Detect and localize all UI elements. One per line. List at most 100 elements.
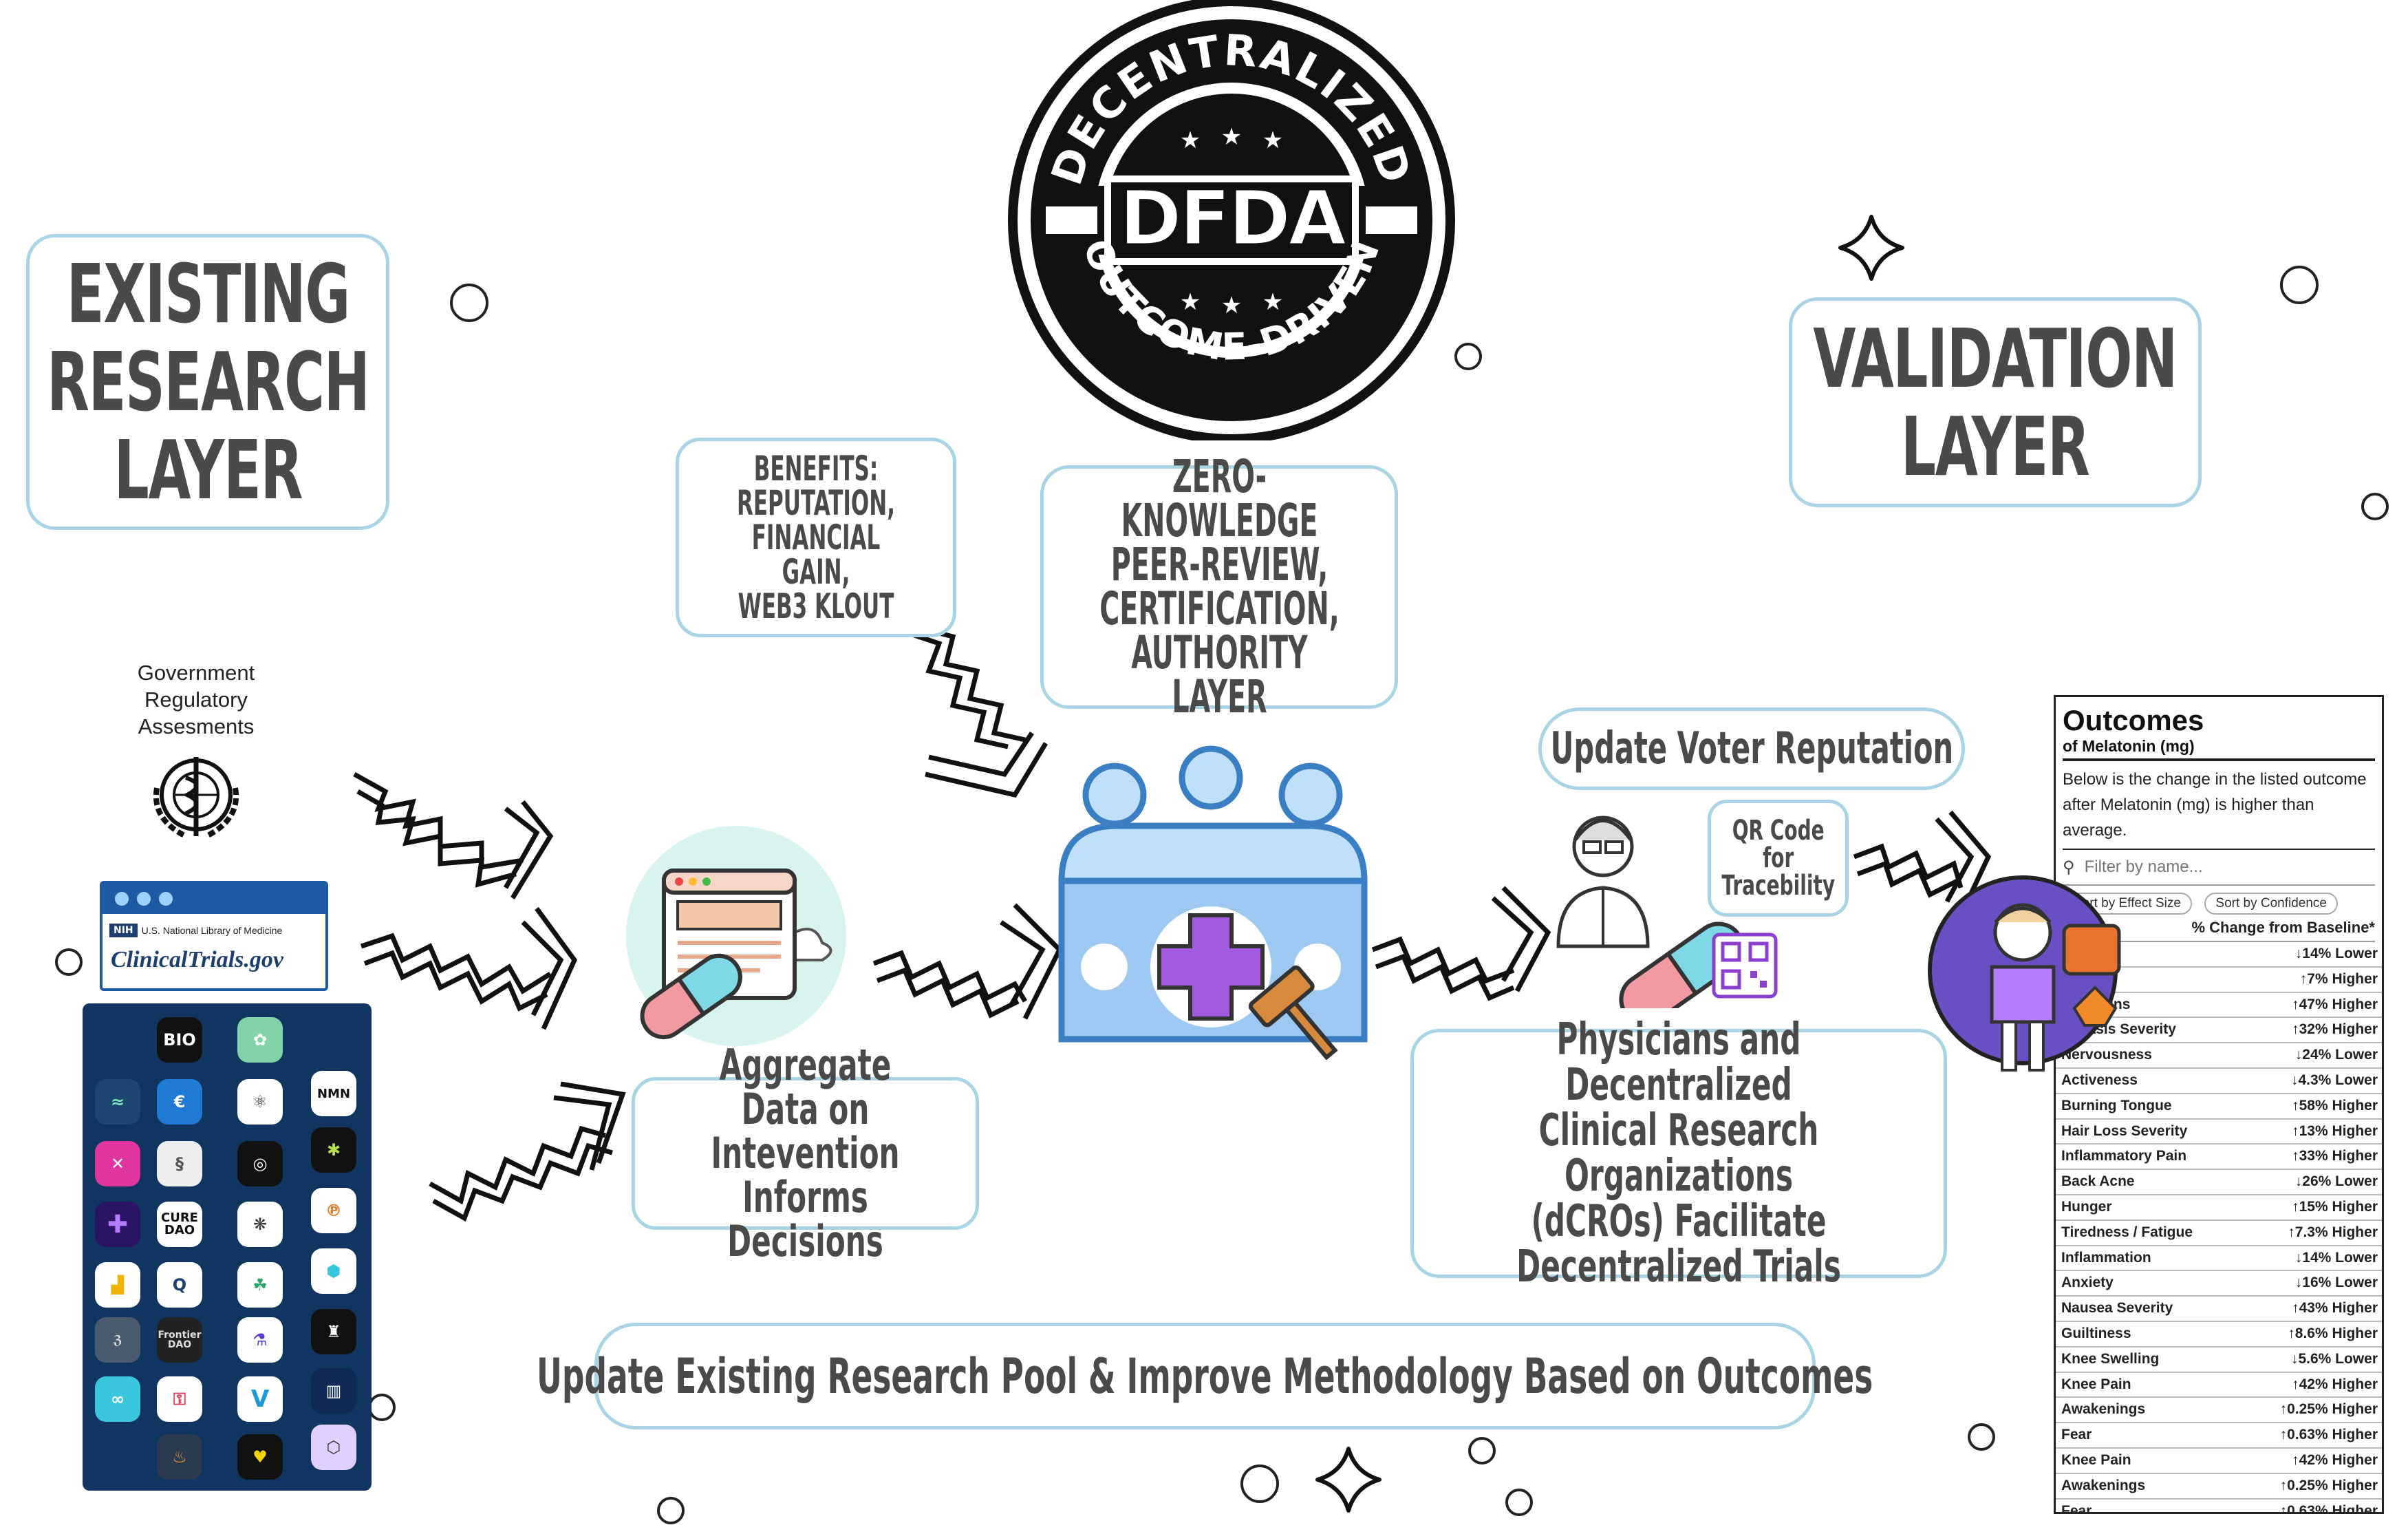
outcomes-panel: Outcomes of Melatonin (mg) Below is the … bbox=[2054, 695, 2384, 1514]
patient-avatar bbox=[1926, 871, 2147, 1077]
ring-decoration bbox=[2361, 493, 2389, 520]
app-heart-icon[interactable]: ♥ bbox=[237, 1434, 283, 1480]
outcome-value: ↑8.6% Higher bbox=[2288, 1325, 2378, 1341]
app-hhs-icon[interactable]: ▥ bbox=[311, 1368, 356, 1414]
apps-panel: BIO ✿ NMN ≈ € ⚛ ✕ § ◎ ✱ ✚ CURE DAO ❋ ℗ ▟… bbox=[83, 1003, 372, 1491]
app-p-icon[interactable]: ℗ bbox=[311, 1188, 356, 1233]
table-row: Activeness ↓4.3% Lower bbox=[2056, 1069, 2382, 1094]
table-row: Nausea Severity ↑43% Higher bbox=[2056, 1297, 2382, 1322]
app-flower-icon[interactable]: ✿ bbox=[237, 1017, 283, 1063]
ring-decoration bbox=[1454, 343, 1482, 370]
filter-input[interactable] bbox=[2083, 857, 2347, 877]
app-bee-icon[interactable]: ✱ bbox=[311, 1127, 356, 1173]
app-atom-icon[interactable]: ⚛ bbox=[237, 1079, 283, 1125]
app-v-icon[interactable]: V bbox=[237, 1376, 283, 1422]
table-row: Inflammatory Pain ↑33% Higher bbox=[2056, 1144, 2382, 1171]
app-flame-icon[interactable]: ♨ bbox=[157, 1434, 202, 1480]
outcome-value: ↑32% Higher bbox=[2292, 1021, 2378, 1038]
table-row: Anxiety ↓16% Lower bbox=[2056, 1271, 2382, 1297]
zigzag-arrow-3 bbox=[429, 1081, 626, 1222]
sort-confidence-button[interactable]: Sort by Confidence bbox=[2204, 893, 2338, 915]
table-row: Back Acne ↓26% Lower bbox=[2056, 1170, 2382, 1195]
app-chain-icon[interactable]: ≈ bbox=[95, 1079, 140, 1125]
table-row: Knee Pain ↑42% Higher bbox=[2056, 1373, 2382, 1398]
outcome-name: Nausea Severity bbox=[2061, 1300, 2173, 1317]
outcomes-filter[interactable]: ⚲ bbox=[2063, 850, 2375, 886]
qr-code-icon[interactable] bbox=[1712, 933, 1778, 999]
outcome-value: ↓26% Lower bbox=[2294, 1173, 2378, 1190]
outcome-name: Back Acne bbox=[2061, 1173, 2135, 1190]
qr-code-box: QR Code for Tracebility bbox=[1708, 800, 1849, 917]
table-row: Knee Swelling ↓5.6% Lower bbox=[2056, 1347, 2382, 1373]
benefits-text: BENEFITS: REPUTATION, FINANCIAL GAIN, WE… bbox=[736, 449, 896, 626]
app-circles-icon[interactable]: ❋ bbox=[237, 1202, 283, 1247]
app-ring-icon[interactable]: ◎ bbox=[237, 1141, 283, 1186]
app-plus-icon[interactable]: ✚ bbox=[95, 1202, 140, 1247]
outcomes-subtitle: of Melatonin (mg) bbox=[2063, 737, 2375, 761]
app-bars-icon[interactable]: ▟ bbox=[95, 1262, 140, 1308]
app-hexagram-icon[interactable]: ⬡ bbox=[311, 1425, 356, 1470]
outcome-name: Awakenings bbox=[2061, 1477, 2146, 1493]
table-row: Fear ↑0.63% Higher bbox=[2056, 1423, 2382, 1449]
outcome-value: ↓14% Lower bbox=[2294, 946, 2378, 961]
table-row: Inflammation ↓14% Lower bbox=[2056, 1246, 2382, 1272]
zigzag-arrow-4 bbox=[907, 627, 1049, 798]
app-frontierdao-icon[interactable]: Frontier DAO bbox=[157, 1317, 202, 1363]
update-voter-reputation-box: Update Voter Reputation bbox=[1538, 707, 1965, 790]
app-knot-icon[interactable]: ∞ bbox=[95, 1376, 140, 1422]
app-hex-icon[interactable]: ⬢ bbox=[311, 1248, 356, 1294]
update-research-pool-box: Update Existing Research Pool & Improve … bbox=[537, 1323, 1873, 1429]
outcome-name: Hair Loss Severity bbox=[2061, 1122, 2188, 1139]
app-lock-icon[interactable]: ⚿ bbox=[157, 1376, 202, 1422]
outcome-value: ↑0.63% Higher bbox=[2279, 1502, 2378, 1514]
svg-text:★: ★ bbox=[1180, 127, 1201, 154]
zigzag-arrow-6 bbox=[1371, 886, 1551, 1001]
aggregate-text: Aggregate Data on Intevention Informs De… bbox=[711, 1040, 900, 1266]
app-q-icon[interactable]: Q bbox=[157, 1262, 202, 1308]
app-bio-icon[interactable]: BIO bbox=[157, 1017, 202, 1063]
outcome-value: ↑15% Higher bbox=[2292, 1198, 2378, 1215]
table-row: Hunger ↑15% Higher bbox=[2056, 1195, 2382, 1221]
app-dna-icon[interactable]: § bbox=[157, 1141, 202, 1186]
outcome-value: ↓24% Lower bbox=[2294, 1047, 2378, 1063]
physicians-box: Physicians and Decentralized Clinical Re… bbox=[1410, 1017, 1947, 1290]
app-c-icon[interactable]: € bbox=[157, 1079, 202, 1125]
logo-center-text: DFDA bbox=[1119, 174, 1347, 262]
svg-text:★: ★ bbox=[1221, 123, 1242, 151]
outcomes-title: Outcomes bbox=[2063, 704, 2204, 736]
app-curedao-icon[interactable]: CURE DAO bbox=[157, 1202, 202, 1247]
table-row: Fear ↑0.63% Higher bbox=[2056, 1500, 2382, 1514]
outcome-name: Inflammatory Pain bbox=[2061, 1148, 2187, 1164]
app-frog-icon[interactable]: ☘ bbox=[237, 1262, 283, 1308]
app-flask-icon[interactable]: ⚗ bbox=[237, 1317, 283, 1363]
app-script-icon[interactable]: ℨ bbox=[95, 1317, 140, 1363]
qr-code-text: QR Code for Tracebility bbox=[1721, 815, 1835, 902]
ring-decoration bbox=[1240, 1464, 1279, 1503]
outcome-value: ↑0.25% Higher bbox=[2279, 1477, 2378, 1493]
outcome-value: ↑7.3% Higher bbox=[2288, 1224, 2378, 1240]
clinicaltrials-card[interactable]: NIH U.S. National Library of Medicine Cl… bbox=[100, 881, 328, 991]
ring-decoration bbox=[1968, 1423, 1995, 1451]
sparkle-1 bbox=[1838, 215, 1904, 281]
table-row: Awakenings ↑0.25% Higher bbox=[2056, 1398, 2382, 1424]
outcome-name: Awakenings bbox=[2061, 1401, 2146, 1418]
outcome-name: Fear bbox=[2061, 1502, 2092, 1514]
outcome-name: Burning Tongue bbox=[2061, 1097, 2172, 1114]
outcome-name: Tiredness / Fatigue bbox=[2061, 1224, 2193, 1240]
outcome-value: ↑33% Higher bbox=[2292, 1148, 2378, 1164]
who-emblem-icon bbox=[138, 750, 255, 846]
zigzag-arrow-2 bbox=[360, 906, 578, 1030]
ring-decoration bbox=[55, 948, 83, 976]
ring-decoration bbox=[1505, 1489, 1533, 1516]
app-x-icon[interactable]: ✕ bbox=[95, 1141, 140, 1186]
app-nmn-icon[interactable]: NMN bbox=[311, 1071, 356, 1116]
existing-research-layer-title: EXISTING RESEARCH LAYER bbox=[46, 246, 370, 518]
zero-knowledge-box: ZERO-KNOWLEDGE PEER-REVIEW, CERTIFICATIO… bbox=[1040, 454, 1398, 720]
clinicaltrials-logo: ClinicalTrials.gov bbox=[111, 947, 283, 972]
update-research-pool-text: Update Existing Research Pool & Improve … bbox=[537, 1347, 1873, 1405]
app-robot-icon[interactable]: ♜ bbox=[311, 1309, 356, 1354]
sparkle-2 bbox=[1315, 1447, 1382, 1513]
outcome-name: Fear bbox=[2061, 1427, 2092, 1443]
zigzag-arrow-7 bbox=[1853, 810, 1992, 917]
outcome-value: ↑0.25% Higher bbox=[2279, 1401, 2378, 1418]
